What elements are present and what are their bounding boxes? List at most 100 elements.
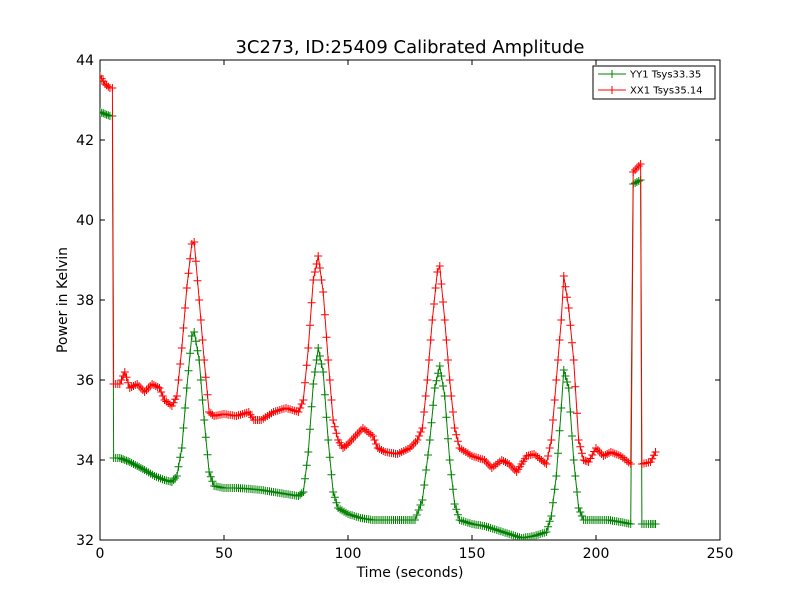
data-point bbox=[362, 427, 371, 436]
data-point bbox=[564, 304, 573, 312]
series-1 bbox=[100, 72, 660, 476]
data-point bbox=[422, 466, 431, 474]
data-point bbox=[491, 460, 500, 469]
data-point bbox=[442, 413, 451, 422]
data-point bbox=[606, 448, 615, 456]
data-point bbox=[509, 531, 518, 540]
data-point bbox=[449, 485, 457, 494]
data-point bbox=[632, 164, 641, 172]
data-point bbox=[301, 378, 309, 387]
data-point bbox=[344, 440, 352, 448]
data-point bbox=[135, 463, 144, 471]
data-point bbox=[424, 451, 432, 459]
data-point bbox=[350, 512, 359, 520]
data-point bbox=[108, 84, 117, 92]
data-point bbox=[158, 475, 167, 484]
data-point bbox=[626, 460, 635, 468]
y-tick-label: 32 bbox=[76, 533, 94, 549]
data-point bbox=[510, 466, 519, 474]
data-point bbox=[330, 422, 339, 431]
data-point bbox=[588, 451, 597, 459]
data-point bbox=[636, 160, 645, 168]
data-point bbox=[186, 349, 195, 358]
data-point bbox=[125, 384, 134, 392]
data-point bbox=[406, 444, 414, 452]
data-point bbox=[601, 451, 610, 459]
data-point bbox=[171, 395, 180, 404]
data-point bbox=[122, 373, 131, 382]
data-point bbox=[563, 293, 572, 302]
data-point bbox=[411, 516, 419, 524]
data-point bbox=[433, 268, 442, 276]
data-point bbox=[324, 356, 333, 364]
data-point bbox=[420, 408, 429, 416]
data-point bbox=[532, 531, 541, 540]
data-point bbox=[158, 392, 167, 400]
data-point bbox=[457, 445, 466, 454]
data-point bbox=[232, 412, 241, 420]
data-point bbox=[416, 428, 425, 436]
data-point bbox=[573, 488, 581, 496]
data-point bbox=[167, 478, 176, 486]
data-point bbox=[631, 179, 640, 187]
data-point bbox=[612, 450, 621, 459]
data-point bbox=[487, 464, 496, 472]
data-point bbox=[312, 260, 321, 268]
data-point bbox=[190, 238, 199, 246]
y-tick-label: 40 bbox=[76, 213, 94, 229]
legend-label-yy1: YY1 Tsys33.35 bbox=[629, 70, 701, 81]
data-point bbox=[191, 257, 200, 266]
data-point bbox=[439, 298, 448, 306]
legend-entry-xx1: XX1 Tsys35.14 bbox=[598, 86, 703, 97]
data-point bbox=[302, 461, 311, 470]
data-point bbox=[127, 383, 136, 391]
data-point bbox=[174, 462, 183, 471]
data-point bbox=[200, 356, 209, 364]
data-point bbox=[125, 458, 134, 466]
data-point bbox=[290, 406, 299, 415]
data-point bbox=[171, 474, 180, 482]
data-point bbox=[501, 458, 510, 466]
data-point bbox=[577, 512, 586, 520]
data-point bbox=[127, 459, 136, 467]
data-point bbox=[257, 416, 266, 424]
data-point bbox=[651, 520, 660, 528]
data-point bbox=[169, 398, 178, 407]
data-point bbox=[136, 384, 145, 392]
data-point bbox=[154, 473, 163, 482]
data-point bbox=[437, 280, 446, 288]
data-point bbox=[149, 381, 158, 389]
data-point bbox=[421, 392, 430, 400]
data-point bbox=[432, 376, 441, 385]
data-point bbox=[151, 382, 160, 390]
data-point bbox=[499, 528, 507, 536]
data-point bbox=[360, 425, 369, 434]
x-tick-label: 200 bbox=[583, 546, 610, 562]
data-point bbox=[344, 510, 352, 518]
data-point bbox=[577, 449, 586, 458]
data-point bbox=[608, 448, 617, 457]
data-point bbox=[282, 404, 290, 412]
data-point bbox=[440, 316, 449, 324]
data-point bbox=[332, 429, 341, 438]
data-point bbox=[319, 368, 328, 376]
data-point bbox=[299, 396, 308, 404]
data-point bbox=[430, 384, 439, 392]
data-point bbox=[423, 376, 432, 384]
data-point bbox=[150, 472, 159, 480]
data-point bbox=[119, 372, 128, 380]
data-point bbox=[505, 460, 514, 468]
data-point bbox=[208, 477, 217, 486]
data-point bbox=[172, 472, 181, 480]
data-point bbox=[470, 452, 479, 461]
data-point bbox=[618, 453, 627, 462]
data-point bbox=[156, 474, 165, 483]
data-point bbox=[447, 470, 456, 479]
data-point bbox=[463, 518, 472, 527]
data-point bbox=[624, 458, 633, 467]
data-point bbox=[455, 444, 464, 452]
data-point bbox=[586, 454, 595, 463]
data-point bbox=[304, 448, 313, 456]
data-point bbox=[299, 488, 308, 496]
data-point bbox=[571, 382, 580, 391]
